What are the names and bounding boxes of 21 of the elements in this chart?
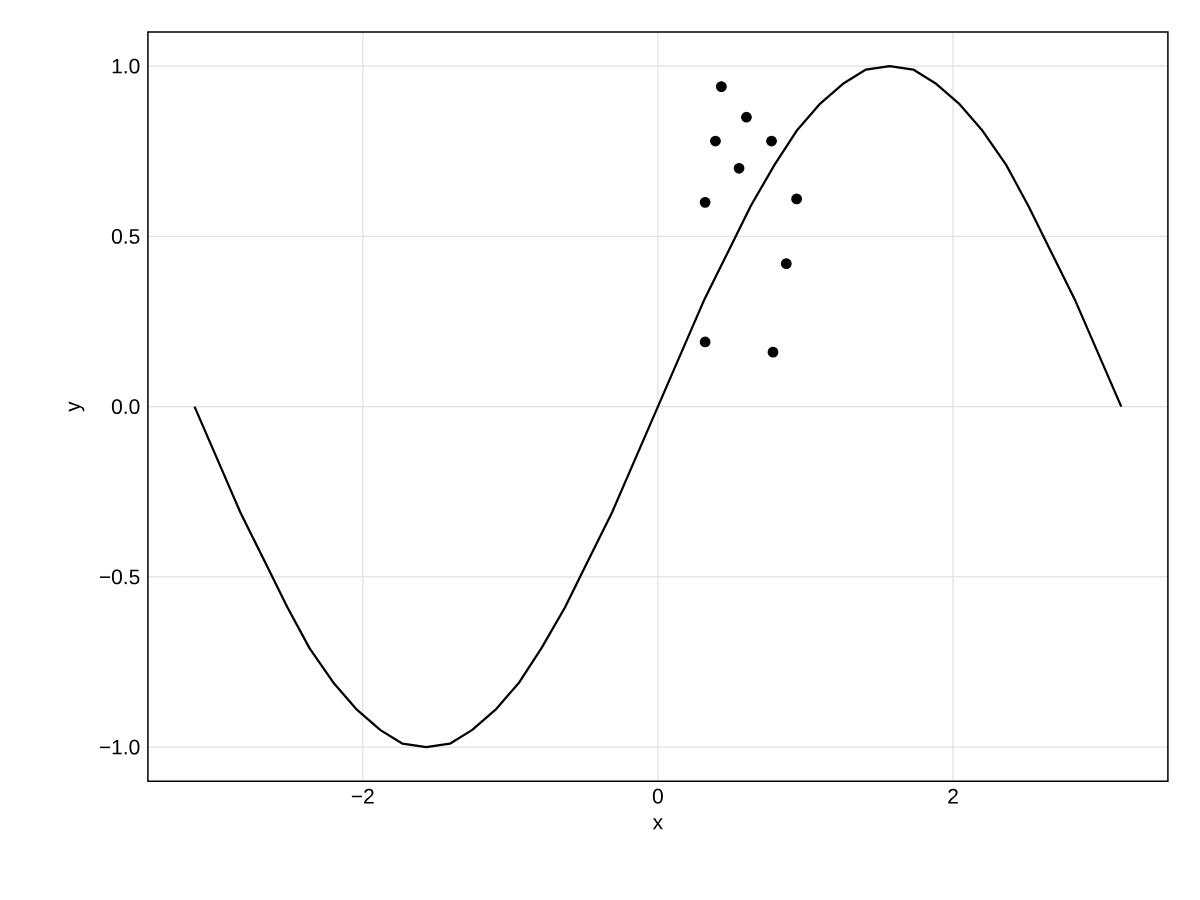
y-tick-label: −0.5 [99, 569, 140, 585]
x-tick-label: 2 [948, 788, 958, 804]
point [710, 135, 721, 147]
point [699, 196, 711, 208]
x-axis-title: x [652, 818, 663, 830]
x-tick-label: 0 [652, 788, 663, 804]
point [767, 346, 779, 358]
point [715, 81, 727, 92]
point [766, 135, 777, 147]
y-tick-label: 0.5 [111, 228, 140, 244]
point [780, 258, 792, 270]
y-tick-label: −1.0 [99, 739, 140, 755]
x-tick-label: −2 [351, 788, 374, 804]
y-tick-label: 1.0 [112, 58, 140, 74]
y-tick-label: 0.0 [111, 399, 140, 415]
point [791, 193, 803, 205]
point [733, 162, 745, 174]
line-series [193, 65, 1123, 749]
point [699, 336, 711, 348]
y-axis-title: y [68, 401, 85, 412]
point [741, 111, 752, 123]
